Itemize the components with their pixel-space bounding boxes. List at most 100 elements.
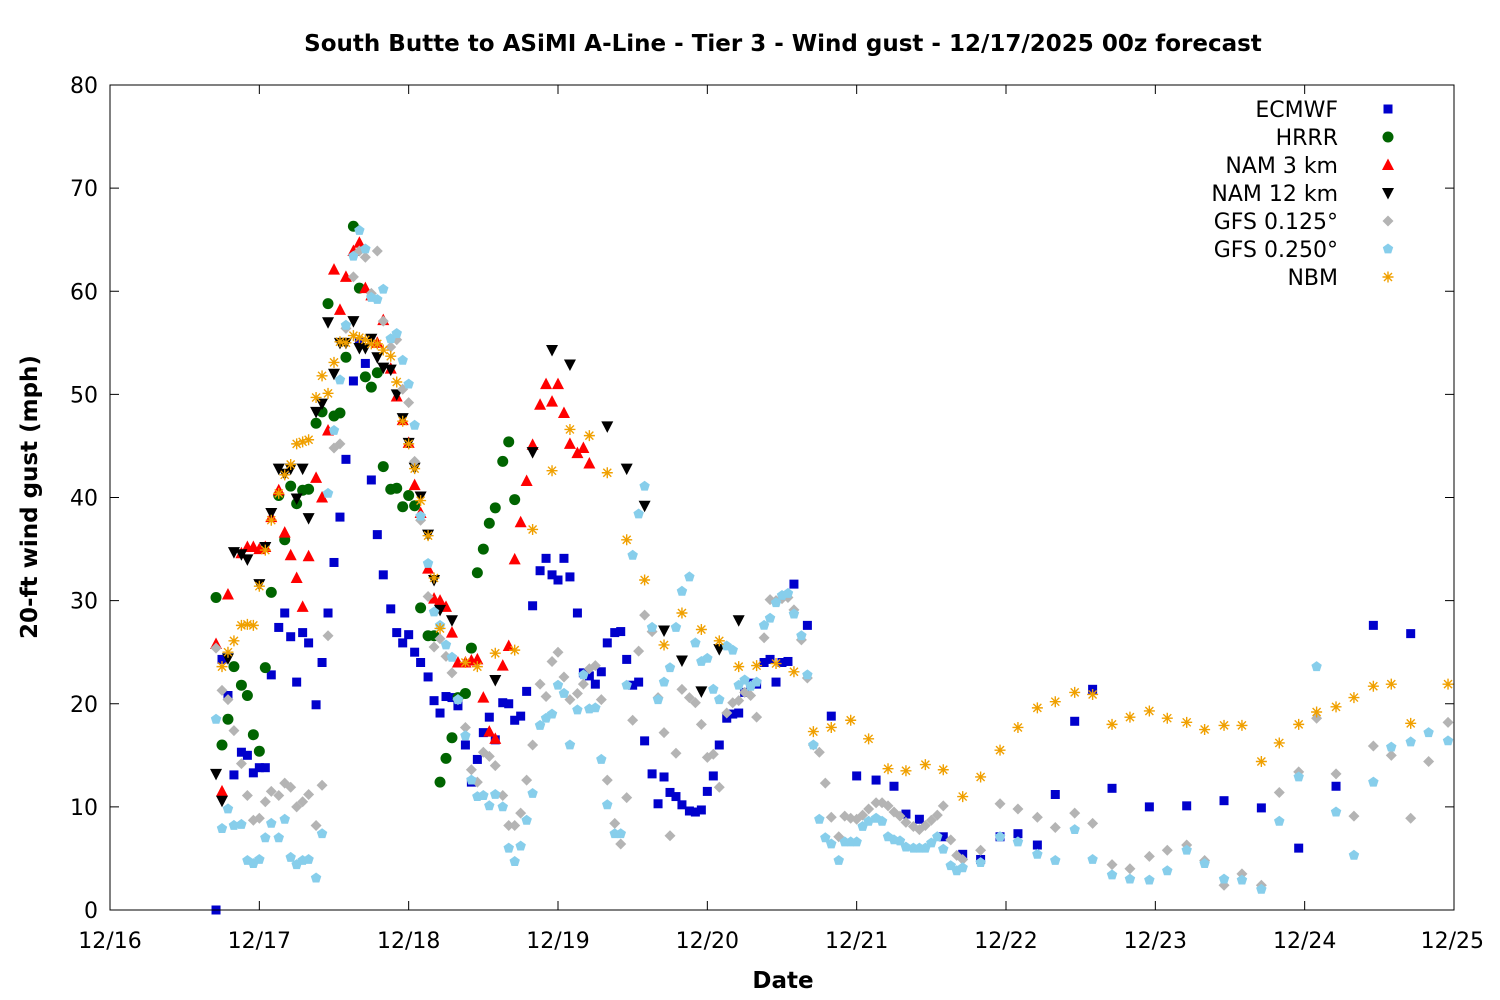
data-point: [334, 336, 346, 348]
data-point: [670, 747, 682, 759]
data-point: [285, 851, 296, 862]
data-point: [695, 718, 707, 730]
data-point: [509, 494, 521, 506]
data-point: [814, 813, 825, 824]
data-point: [564, 423, 576, 435]
legend-marker: [1382, 271, 1394, 283]
data-point: [329, 557, 339, 567]
data-point: [583, 456, 596, 469]
data-point: [222, 694, 234, 706]
data-point: [945, 860, 956, 871]
data-point: [1255, 756, 1267, 767]
data-point: [813, 746, 825, 758]
y-axis-label: 20-ft wind gust (mph): [17, 355, 43, 639]
data-point: [228, 635, 240, 647]
data-point: [490, 789, 501, 799]
data-point: [241, 790, 253, 802]
data-point: [316, 491, 329, 503]
y-tick-label: 60: [70, 280, 98, 305]
data-point: [658, 625, 671, 638]
data-point: [764, 612, 776, 623]
data-point: [310, 872, 322, 883]
data-point: [322, 317, 335, 329]
data-point: [659, 772, 669, 782]
data-point: [1032, 848, 1043, 859]
data-point: [359, 371, 371, 383]
data-point: [391, 482, 403, 494]
data-point: [546, 345, 559, 357]
data-point: [1049, 696, 1061, 708]
data-point: [516, 711, 526, 721]
data-point: [334, 374, 346, 385]
data-point: [291, 438, 303, 450]
data-point: [595, 694, 607, 706]
data-point: [925, 814, 937, 826]
data-point: [665, 787, 675, 797]
data-point: [371, 245, 383, 257]
data-point: [316, 779, 328, 791]
data-point: [322, 298, 334, 310]
legend-label: NAM 12 km: [1211, 182, 1338, 207]
data-point: [938, 832, 948, 842]
data-point: [994, 831, 1006, 842]
data-point: [1106, 718, 1118, 730]
legend-marker: [1382, 243, 1394, 254]
data-point: [253, 745, 265, 757]
data-point: [994, 744, 1006, 756]
axis-ticks: 0 10 20 30 40 50 60 70 80 12/16 12/17 12/18 12/19 12/…: [70, 74, 1484, 954]
data-point: [221, 653, 234, 665]
data-point: [945, 834, 957, 846]
data-point: [496, 659, 509, 671]
data-point: [298, 628, 308, 638]
data-point: [826, 838, 837, 849]
data-point: [515, 840, 526, 851]
data-point: [483, 725, 496, 737]
data-point: [522, 686, 532, 696]
data-point: [397, 415, 409, 427]
data-point: [994, 798, 1006, 810]
data-point: [751, 676, 762, 687]
data-point: [322, 487, 334, 498]
data-point: [347, 316, 360, 328]
data-point: [310, 819, 322, 831]
data-point: [254, 763, 264, 773]
data-point: [1012, 803, 1024, 815]
data-point: [702, 786, 712, 796]
data-point: [259, 662, 271, 674]
data-point: [577, 441, 590, 453]
data-point: [316, 828, 328, 839]
x-tick-label: 12/25: [1421, 929, 1484, 954]
data-point: [316, 398, 329, 411]
data-point: [235, 679, 247, 691]
data-point: [1144, 802, 1154, 812]
data-point: [1012, 721, 1024, 733]
x-axis-label: Date: [752, 968, 813, 994]
data-point: [690, 637, 701, 648]
series-5: [210, 224, 1454, 894]
data-point: [820, 832, 831, 843]
data-point: [274, 622, 284, 632]
data-point: [664, 830, 676, 842]
data-point: [771, 677, 781, 687]
data-point: [572, 608, 582, 618]
data-point: [563, 437, 576, 449]
data-point: [216, 739, 228, 751]
data-point: [1069, 686, 1081, 698]
data-point: [526, 447, 539, 459]
x-tick-label: 12/20: [676, 929, 739, 954]
data-point: [758, 632, 770, 644]
x-tick-label: 12/23: [1124, 929, 1187, 954]
data-point: [1106, 859, 1118, 871]
data-point: [937, 800, 949, 812]
data-point: [541, 553, 551, 563]
data-point: [465, 642, 477, 654]
data-point: [365, 381, 377, 393]
data-point: [684, 806, 694, 816]
data-point: [403, 438, 415, 450]
data-point: [609, 817, 621, 829]
data-point: [365, 338, 377, 350]
x-tick-label: 12/22: [974, 929, 1037, 954]
y-tick-label: 10: [70, 796, 98, 821]
data-point: [447, 693, 457, 703]
